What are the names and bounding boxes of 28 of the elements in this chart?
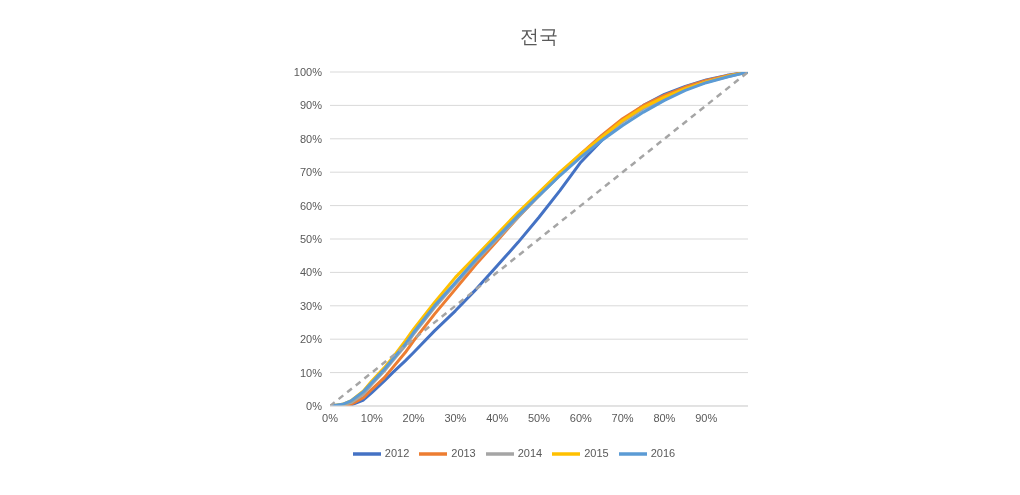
x-tick-label: 70%	[611, 411, 634, 424]
legend-label: 2012	[384, 446, 410, 459]
y-tick-label: 90%	[299, 99, 323, 112]
y-tick-label: 40%	[299, 266, 323, 279]
y-tick-label: 50%	[299, 232, 323, 245]
y-tick-label: 0%	[306, 399, 323, 412]
x-tick-label: 60%	[569, 411, 593, 424]
chart-title: 전국	[519, 25, 559, 49]
y-tick-label: 100%	[293, 65, 323, 78]
x-tick-label: 0%	[322, 411, 339, 424]
legend-label: 2016	[650, 446, 676, 459]
legend-label: 2014	[517, 446, 543, 459]
legend-label: 2013	[451, 446, 476, 459]
y-tick-label: 30%	[299, 299, 323, 312]
x-tick-label: 90%	[695, 411, 718, 424]
y-tick-label: 20%	[299, 333, 323, 346]
y-tick-label: 70%	[299, 166, 323, 179]
x-tick-label: 80%	[653, 411, 676, 424]
x-tick-label: 40%	[486, 411, 509, 424]
y-tick-label: 80%	[299, 132, 323, 145]
y-tick-label: 10%	[299, 366, 323, 379]
x-tick-label: 50%	[527, 411, 551, 424]
legend-label: 2015	[584, 446, 609, 459]
x-tick-label: 20%	[402, 411, 425, 424]
y-tick-label: 60%	[299, 199, 323, 212]
x-tick-label: 10%	[360, 411, 384, 424]
line-series	[330, 72, 748, 406]
x-tick-label: 30%	[444, 411, 467, 424]
